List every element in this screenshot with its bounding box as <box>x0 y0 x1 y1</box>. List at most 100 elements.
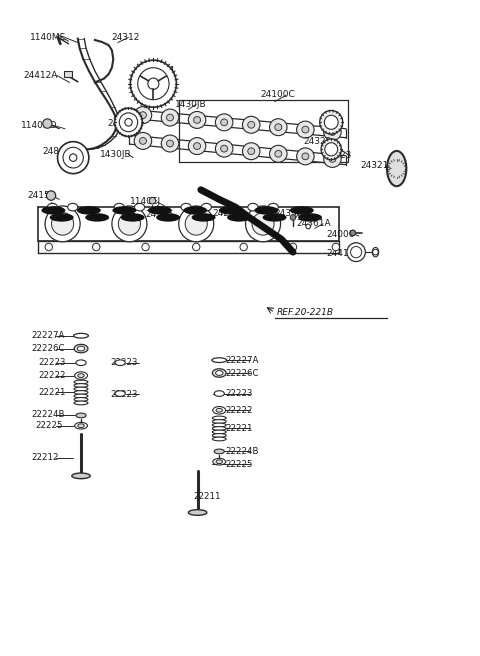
Ellipse shape <box>290 206 314 215</box>
Ellipse shape <box>134 133 152 150</box>
Ellipse shape <box>142 243 149 251</box>
Ellipse shape <box>212 437 226 441</box>
Ellipse shape <box>289 243 297 251</box>
Ellipse shape <box>263 213 287 222</box>
Ellipse shape <box>41 206 65 215</box>
Text: 1430JB: 1430JB <box>175 100 206 109</box>
Text: 22212: 22212 <box>32 453 59 462</box>
Ellipse shape <box>115 391 125 396</box>
Text: 24410: 24410 <box>108 119 136 128</box>
Text: 24322: 24322 <box>303 137 332 146</box>
Ellipse shape <box>161 109 179 126</box>
Ellipse shape <box>119 113 138 132</box>
Ellipse shape <box>47 191 56 200</box>
Ellipse shape <box>332 243 339 251</box>
Ellipse shape <box>290 215 296 220</box>
Ellipse shape <box>240 243 247 251</box>
Ellipse shape <box>74 394 88 398</box>
Ellipse shape <box>214 391 224 396</box>
Text: 1140EJ: 1140EJ <box>131 197 161 207</box>
Ellipse shape <box>216 371 223 375</box>
Text: 22226C: 22226C <box>225 369 259 377</box>
Text: 22227A: 22227A <box>225 356 259 365</box>
Ellipse shape <box>167 114 173 121</box>
Text: 22223: 22223 <box>38 358 66 367</box>
Text: 24200A: 24200A <box>212 209 247 218</box>
Text: 22222: 22222 <box>38 371 66 380</box>
Text: 22223: 22223 <box>110 390 138 400</box>
Ellipse shape <box>74 387 88 391</box>
Ellipse shape <box>321 139 341 159</box>
Ellipse shape <box>347 243 365 262</box>
Ellipse shape <box>51 213 73 235</box>
Ellipse shape <box>254 206 278 215</box>
Ellipse shape <box>324 115 338 129</box>
Ellipse shape <box>74 390 88 394</box>
Ellipse shape <box>212 369 226 377</box>
Ellipse shape <box>252 213 274 235</box>
Ellipse shape <box>329 129 336 135</box>
Ellipse shape <box>76 360 86 365</box>
Ellipse shape <box>302 126 309 133</box>
Text: 22221: 22221 <box>38 388 66 397</box>
Ellipse shape <box>74 384 88 388</box>
Ellipse shape <box>50 213 73 222</box>
Ellipse shape <box>119 213 141 235</box>
Ellipse shape <box>188 112 206 129</box>
Ellipse shape <box>58 142 89 174</box>
Text: 22225: 22225 <box>225 460 253 469</box>
Ellipse shape <box>188 510 207 516</box>
Ellipse shape <box>149 197 156 204</box>
Text: 22227A: 22227A <box>32 331 65 340</box>
Text: 22225: 22225 <box>35 421 62 430</box>
Ellipse shape <box>242 143 260 159</box>
Ellipse shape <box>68 203 78 211</box>
Ellipse shape <box>212 426 226 430</box>
Ellipse shape <box>325 143 338 156</box>
Ellipse shape <box>214 449 224 454</box>
Ellipse shape <box>78 424 84 428</box>
Ellipse shape <box>248 121 255 128</box>
Ellipse shape <box>63 148 84 168</box>
Text: 24355: 24355 <box>145 211 174 219</box>
Ellipse shape <box>387 151 407 186</box>
Ellipse shape <box>212 430 226 434</box>
Text: 22221: 22221 <box>225 424 253 433</box>
Ellipse shape <box>74 422 87 429</box>
Text: 24312: 24312 <box>111 33 139 42</box>
Ellipse shape <box>185 213 207 235</box>
Ellipse shape <box>179 206 214 241</box>
Ellipse shape <box>275 124 282 131</box>
Ellipse shape <box>114 203 124 211</box>
Ellipse shape <box>216 140 233 157</box>
Ellipse shape <box>74 344 88 353</box>
Ellipse shape <box>350 247 361 258</box>
Ellipse shape <box>73 333 88 338</box>
Text: 22224B: 22224B <box>32 409 65 419</box>
Ellipse shape <box>134 107 152 123</box>
Ellipse shape <box>297 148 314 165</box>
Ellipse shape <box>120 213 144 222</box>
Ellipse shape <box>93 243 100 251</box>
Text: 1140ME: 1140ME <box>30 33 67 42</box>
Ellipse shape <box>320 110 343 134</box>
Ellipse shape <box>212 358 227 363</box>
Text: 24323: 24323 <box>323 152 351 160</box>
Ellipse shape <box>329 155 336 162</box>
Ellipse shape <box>270 119 287 136</box>
Ellipse shape <box>112 206 136 215</box>
Ellipse shape <box>248 148 255 155</box>
Ellipse shape <box>201 203 211 211</box>
Ellipse shape <box>297 121 314 138</box>
Text: 22224B: 22224B <box>225 447 259 456</box>
Text: 24410A: 24410A <box>326 249 361 258</box>
Ellipse shape <box>112 206 147 241</box>
Bar <box>64 72 72 77</box>
Ellipse shape <box>213 407 226 414</box>
Text: 24000: 24000 <box>326 230 355 239</box>
Text: 24211: 24211 <box>147 66 175 75</box>
Ellipse shape <box>76 413 86 418</box>
Ellipse shape <box>212 416 226 420</box>
Text: 24150: 24150 <box>27 191 56 200</box>
Text: 24321: 24321 <box>361 161 389 171</box>
